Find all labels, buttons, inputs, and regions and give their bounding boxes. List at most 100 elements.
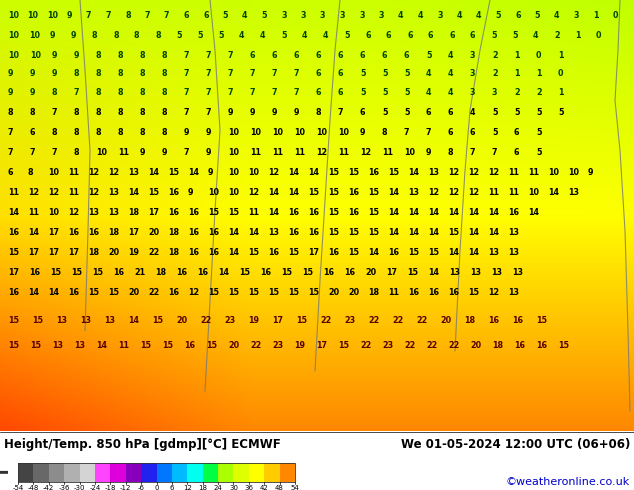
Text: 8: 8 — [140, 128, 146, 137]
Text: 16: 16 — [323, 268, 334, 277]
Text: 14: 14 — [288, 188, 299, 197]
Text: 18: 18 — [198, 485, 207, 490]
Text: 16: 16 — [288, 228, 299, 237]
Text: 12: 12 — [88, 188, 99, 197]
Text: 3: 3 — [359, 11, 365, 20]
Text: 14: 14 — [408, 228, 419, 237]
Text: 6: 6 — [272, 50, 278, 60]
Text: 13: 13 — [568, 188, 579, 197]
Text: 7: 7 — [206, 88, 212, 97]
Bar — [34, 463, 49, 482]
Text: 16: 16 — [536, 342, 547, 350]
Text: 11: 11 — [508, 188, 519, 197]
Text: 16: 16 — [168, 188, 179, 197]
Text: 0: 0 — [596, 30, 602, 40]
Text: 14: 14 — [488, 228, 499, 237]
Text: 17: 17 — [386, 268, 397, 277]
Text: 13: 13 — [488, 248, 499, 257]
Text: 11: 11 — [248, 208, 259, 217]
Text: 6: 6 — [338, 69, 344, 78]
Text: 7: 7 — [184, 148, 190, 157]
Text: 15: 15 — [328, 208, 339, 217]
Text: 6: 6 — [8, 168, 13, 177]
Text: 12: 12 — [488, 288, 499, 297]
Text: 12: 12 — [468, 168, 479, 177]
Bar — [49, 463, 64, 482]
Text: 15: 15 — [308, 288, 319, 297]
Text: 15: 15 — [50, 268, 61, 277]
Text: 7: 7 — [74, 88, 79, 97]
Text: 15: 15 — [140, 342, 151, 350]
Text: 5: 5 — [512, 30, 517, 40]
Text: 6: 6 — [404, 50, 410, 60]
Text: 16: 16 — [514, 342, 525, 350]
Text: 15: 15 — [536, 317, 547, 325]
Text: 14: 14 — [388, 228, 399, 237]
Text: 7: 7 — [184, 88, 190, 97]
Text: 16: 16 — [29, 268, 40, 277]
Text: 16: 16 — [288, 208, 299, 217]
Text: 17: 17 — [48, 248, 59, 257]
Text: 14: 14 — [248, 228, 259, 237]
Text: -24: -24 — [89, 485, 101, 490]
Text: 13: 13 — [408, 188, 419, 197]
Text: 20: 20 — [228, 342, 239, 350]
Text: 9: 9 — [50, 30, 56, 40]
Text: 15: 15 — [468, 288, 479, 297]
Bar — [187, 463, 203, 482]
Text: 1: 1 — [536, 69, 541, 78]
Text: 22: 22 — [448, 342, 459, 350]
Text: 20: 20 — [108, 248, 119, 257]
Text: 8: 8 — [118, 69, 124, 78]
Text: 15: 15 — [239, 268, 250, 277]
Text: 12: 12 — [448, 188, 459, 197]
Text: 15: 15 — [368, 188, 379, 197]
Text: 8: 8 — [118, 88, 124, 97]
Text: 8: 8 — [52, 128, 58, 137]
Text: 5: 5 — [426, 50, 432, 60]
Text: 7: 7 — [228, 88, 233, 97]
Bar — [172, 463, 187, 482]
Text: 7: 7 — [184, 69, 190, 78]
Text: 6: 6 — [30, 128, 36, 137]
Text: 18: 18 — [168, 228, 179, 237]
Text: 15: 15 — [302, 268, 313, 277]
Text: 20: 20 — [148, 228, 159, 237]
Text: 15: 15 — [268, 288, 279, 297]
Text: 14: 14 — [388, 188, 399, 197]
Text: 16: 16 — [113, 268, 124, 277]
Text: 15: 15 — [348, 168, 359, 177]
Text: 15: 15 — [168, 168, 179, 177]
Text: 14: 14 — [488, 208, 499, 217]
Text: 8: 8 — [96, 50, 101, 60]
Text: 20: 20 — [365, 268, 376, 277]
Text: 5: 5 — [218, 30, 224, 40]
Text: 22: 22 — [148, 248, 159, 257]
Text: 10: 10 — [548, 168, 559, 177]
Text: 16: 16 — [428, 288, 439, 297]
Text: 6: 6 — [360, 108, 365, 117]
Text: 14: 14 — [128, 317, 139, 325]
Text: 42: 42 — [260, 485, 269, 490]
Text: 12: 12 — [188, 288, 199, 297]
Text: 14: 14 — [228, 248, 239, 257]
Text: 10: 10 — [228, 128, 239, 137]
Text: 12: 12 — [488, 168, 499, 177]
Text: 15: 15 — [228, 288, 239, 297]
Text: 11: 11 — [338, 148, 349, 157]
Text: 2: 2 — [514, 88, 520, 97]
Text: 4: 4 — [323, 30, 328, 40]
Text: 10: 10 — [29, 30, 40, 40]
Text: 15: 15 — [152, 317, 163, 325]
Text: 17: 17 — [128, 228, 139, 237]
Text: 16: 16 — [176, 268, 187, 277]
Text: 9: 9 — [294, 108, 299, 117]
Text: We 01-05-2024 12:00 UTC (06+06): We 01-05-2024 12:00 UTC (06+06) — [401, 439, 630, 451]
Text: 4: 4 — [476, 11, 481, 20]
Text: 15: 15 — [448, 228, 459, 237]
Text: 5: 5 — [536, 128, 541, 137]
Text: 23: 23 — [344, 317, 355, 325]
Text: 13: 13 — [508, 248, 519, 257]
Text: 4: 4 — [448, 50, 453, 60]
Text: 0: 0 — [154, 485, 158, 490]
